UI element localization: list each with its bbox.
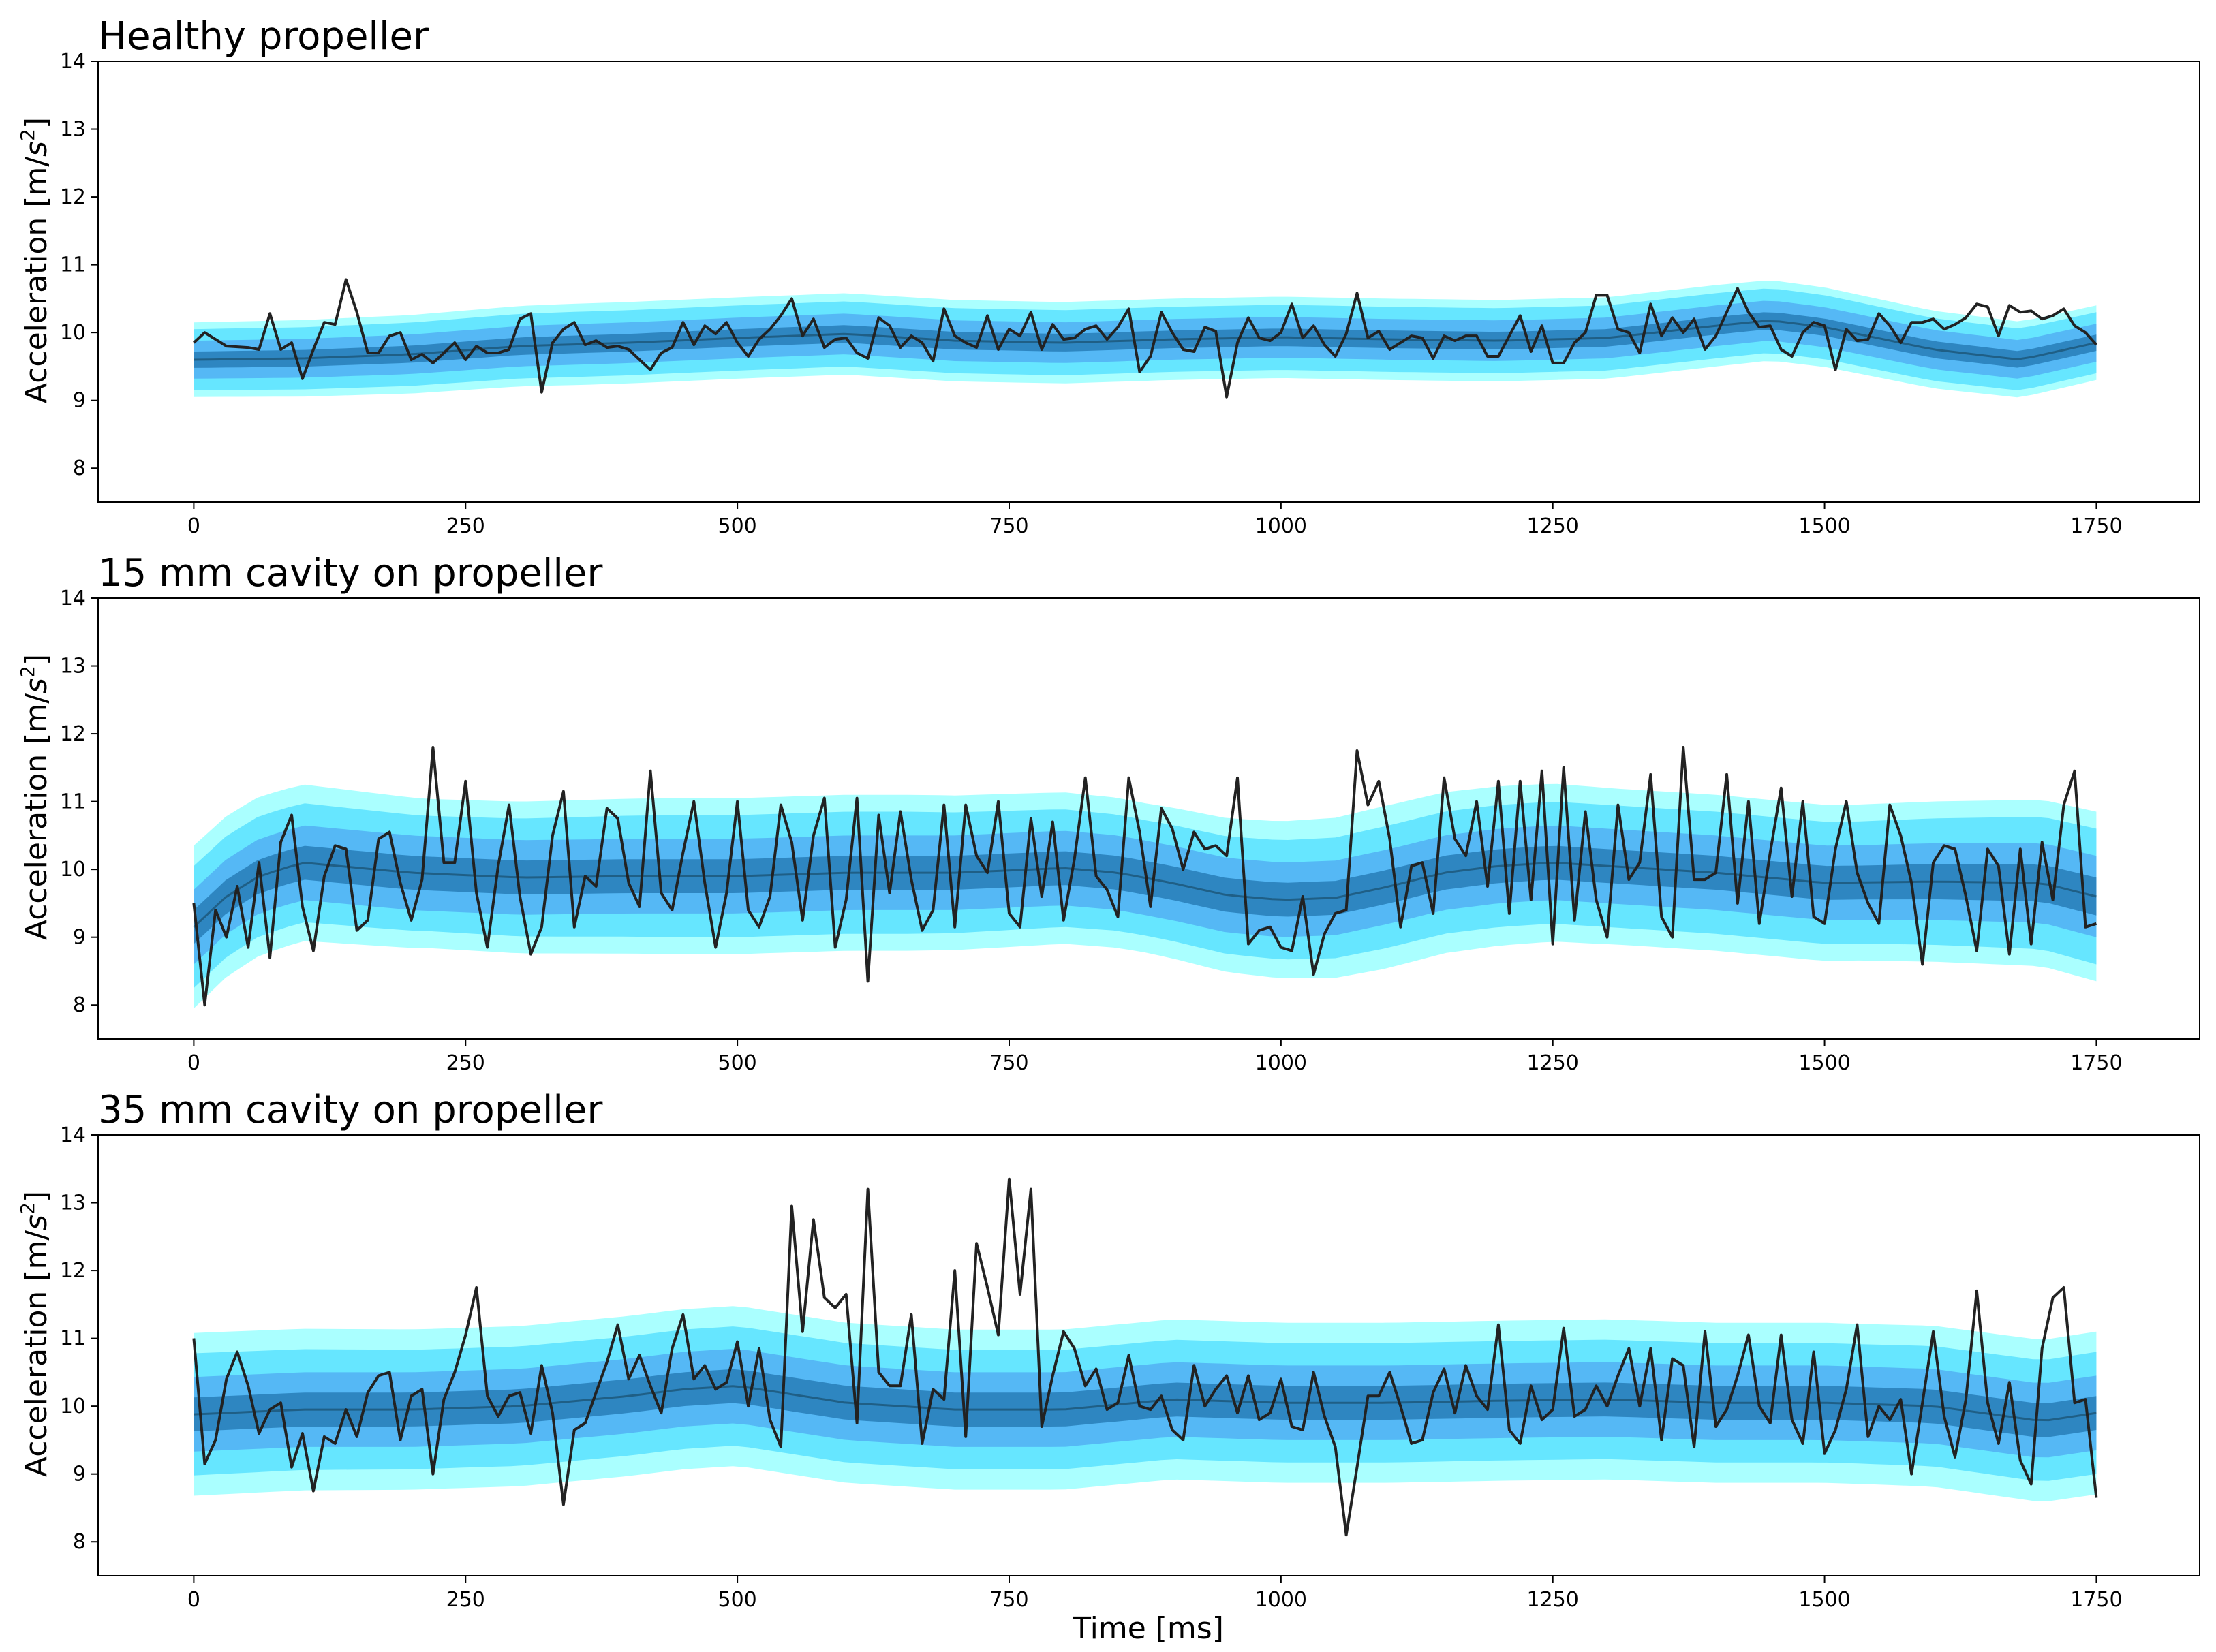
y-tick-label: 10 xyxy=(60,858,86,882)
y-axis-label-base: Acceleration [m/ xyxy=(19,693,54,940)
y-tick-label: 12 xyxy=(60,1259,86,1283)
y-tick-label: 9 xyxy=(73,926,86,950)
y-tick-label: 12 xyxy=(60,185,86,209)
x-tick-label: 1000 xyxy=(1255,1051,1307,1075)
plot-area-35mm: 0 250 500 750 1000 1250 1500 1750 8 9 10 11 12 13 14 xyxy=(60,1123,2200,1612)
panel-15mm: 15 mm cavity on propeller 0 250 500 750 1000… xyxy=(16,551,2200,1075)
y-tick-label: 14 xyxy=(60,587,86,610)
y-tick-label: 11 xyxy=(60,790,86,814)
y-tick-label: 11 xyxy=(60,1327,86,1351)
x-tick-label: 0 xyxy=(187,1588,200,1612)
observed-signal-line xyxy=(192,1177,2098,1537)
x-tick-label: 750 xyxy=(989,1051,1028,1075)
x-tick-label: 1250 xyxy=(1527,1051,1579,1075)
y-axis-label-unit: s xyxy=(19,141,54,157)
x-tick-label: 250 xyxy=(446,1588,485,1612)
x-tick-label: 500 xyxy=(718,1051,756,1075)
y-tick-label: 9 xyxy=(73,389,86,413)
y-tick-label: 12 xyxy=(60,722,86,746)
y-tick-label: 14 xyxy=(60,50,86,74)
axes-frame xyxy=(97,1134,2200,1576)
x-tick-label: 1250 xyxy=(1527,1588,1579,1612)
x-tick-label: 750 xyxy=(989,1588,1028,1612)
y-axis-label-exponent: 2 xyxy=(16,1202,39,1215)
x-tick-label: 0 xyxy=(187,1051,200,1075)
y-tick-label: 13 xyxy=(60,118,86,142)
y-tick-label: 13 xyxy=(60,655,86,679)
x-tick-label: 1500 xyxy=(1798,1588,1850,1612)
y-axis-label: Acceleration [m/s2] xyxy=(16,117,54,403)
y-axis-label-base: Acceleration [m/ xyxy=(19,157,54,403)
observed-signal-line xyxy=(193,278,2097,399)
y-tick-label: 8 xyxy=(73,993,86,1017)
x-tick-label: 500 xyxy=(718,514,756,538)
axes-frame xyxy=(97,597,2200,1040)
y-axis-label: Acceleration [m/s2] xyxy=(16,1191,54,1477)
y-axis-label-exponent: 2 xyxy=(16,666,39,678)
y-tick-label: 14 xyxy=(60,1123,86,1147)
x-tick-label: 1500 xyxy=(1798,1051,1850,1075)
y-axis-label: Acceleration [m/s2] xyxy=(16,654,54,940)
y-axis-label-unit: s xyxy=(19,678,54,693)
x-tick-label: 1750 xyxy=(2070,514,2122,538)
y-axis-label-exponent: 2 xyxy=(16,129,39,141)
observed-signal-line xyxy=(192,746,2097,1007)
axes-frame xyxy=(97,61,2200,503)
panel-35mm: 35 mm cavity on propeller 0 250 500 750 1000… xyxy=(16,1088,2200,1612)
mean-line xyxy=(194,1385,2097,1422)
uncertainty-band xyxy=(194,845,2097,944)
x-tick-label: 0 xyxy=(187,514,200,538)
panel-title: 35 mm cavity on propeller xyxy=(98,1088,603,1132)
x-axis-label: Time [ms] xyxy=(1072,1611,1224,1646)
x-tick-label: 500 xyxy=(718,1588,756,1612)
x-tick-label: 1000 xyxy=(1255,1588,1307,1612)
y-axis-label-close: ] xyxy=(19,117,54,129)
y-axis-label-base: Acceleration [m/ xyxy=(19,1230,54,1477)
y-axis-label-close: ] xyxy=(19,1191,54,1202)
panel-title: 15 mm cavity on propeller xyxy=(98,551,603,595)
y-tick-label: 9 xyxy=(73,1463,86,1486)
x-tick-label: 1500 xyxy=(1798,514,1850,538)
x-tick-label: 1750 xyxy=(2070,1588,2122,1612)
x-tick-label: 1000 xyxy=(1255,514,1307,538)
y-tick-label: 10 xyxy=(60,321,86,345)
uncertainty-band xyxy=(194,1369,2097,1437)
y-tick-label: 13 xyxy=(60,1191,86,1215)
y-axis-label-unit: s xyxy=(19,1215,54,1230)
x-tick-label: 250 xyxy=(446,514,485,538)
plot-area-15mm: 0 250 500 750 1000 1250 1500 1750 8 9 10 11 12 13 14 xyxy=(60,587,2200,1075)
x-tick-label: 750 xyxy=(989,514,1028,538)
plot-area-healthy: 0 250 500 750 1000 1250 1500 1750 8 9 10 11 12 13 14 xyxy=(60,50,2200,538)
y-axis-label-close: ] xyxy=(19,654,54,666)
x-tick-label: 250 xyxy=(446,1051,485,1075)
x-tick-label: 1250 xyxy=(1527,514,1579,538)
panel-healthy: Healthy propeller 0 250 500 750 1000 1250 1500… xyxy=(16,14,2200,538)
y-tick-label: 8 xyxy=(73,456,86,480)
y-tick-label: 10 xyxy=(60,1394,86,1418)
y-tick-label: 11 xyxy=(60,253,86,277)
panel-title: Healthy propeller xyxy=(98,14,429,59)
x-tick-label: 1750 xyxy=(2070,1051,2122,1075)
y-tick-label: 8 xyxy=(73,1530,86,1554)
